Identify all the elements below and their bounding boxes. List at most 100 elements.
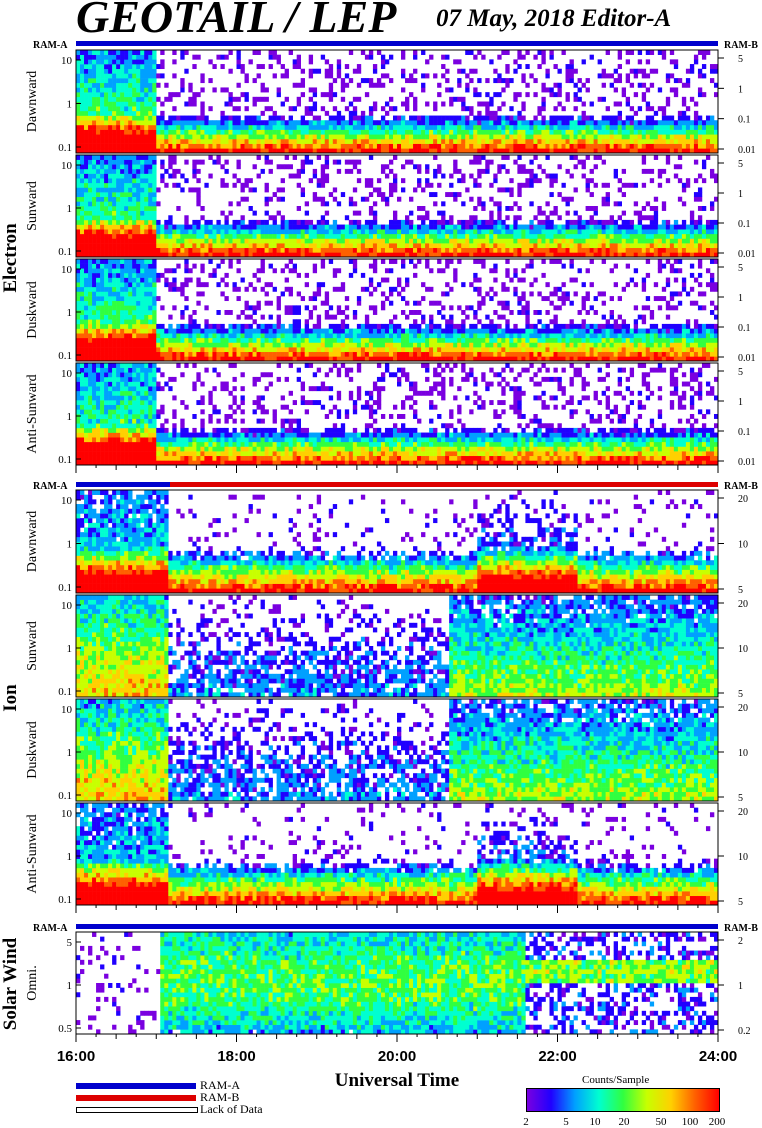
right-tick-label: 20	[738, 599, 748, 610]
group-label: Ion	[0, 684, 21, 712]
left-tick-label: 0.1	[58, 582, 72, 594]
left-tick-label: 0.1	[58, 142, 72, 154]
ram-left-label: RAM-A	[33, 923, 68, 934]
right-tick-label: 0.1	[738, 115, 751, 126]
x-axis-label: Universal Time	[335, 1070, 459, 1091]
left-tick-label: 10	[61, 704, 73, 716]
right-tick-label: 20	[738, 494, 748, 505]
left-tick-label: 0.5	[58, 1023, 72, 1035]
colorbar	[526, 1088, 720, 1112]
spectrogram-panel-ion-dawnward	[75, 489, 719, 594]
x-tick-label: 24:00	[699, 1048, 737, 1065]
colorbar-title: Counts/Sample	[582, 1074, 649, 1086]
ram-status-bar	[76, 924, 718, 929]
left-tick-label: 0.1	[58, 246, 72, 258]
right-tick-label: 1	[738, 397, 743, 408]
right-tick-label: 0.01	[738, 249, 756, 260]
left-tick-label: 1	[67, 411, 73, 423]
right-tick-label: 1	[738, 981, 743, 992]
group-label: Electron	[0, 223, 21, 293]
colorbar-tick: 2	[523, 1116, 529, 1128]
colorbar-tick: 50	[656, 1116, 667, 1128]
left-tick-label: 1	[67, 747, 73, 759]
right-tick-label: 10	[738, 540, 748, 551]
left-tick-label: 1	[67, 643, 73, 655]
ram-right-label: RAM-B	[724, 40, 758, 51]
x-tick-label: 22:00	[538, 1048, 576, 1065]
legend-item-ram-a: RAM-A	[76, 1078, 316, 1093]
spectrogram-panel-ion-anti-sunward	[75, 802, 719, 906]
legend-swatch-ram-b	[76, 1095, 196, 1101]
panel-label: Duskward	[25, 281, 40, 339]
right-tick-label: 0.1	[738, 219, 751, 230]
right-tick-label: 10	[738, 644, 748, 655]
spectrogram-panel-ion-duskward	[75, 698, 719, 802]
right-tick-label: 5	[738, 263, 743, 274]
legend-swatch-ram-a	[76, 1083, 196, 1089]
panel-label: Anti-Sunward	[25, 814, 40, 893]
left-tick-label: 0.1	[58, 894, 72, 906]
right-tick-label: 5	[738, 367, 743, 378]
left-tick-label: 10	[61, 264, 73, 276]
panel-label: Dawnward	[25, 511, 40, 572]
ram-right-label: RAM-B	[724, 481, 758, 492]
right-tick-label: 5	[738, 793, 743, 804]
right-tick-label: 5	[738, 689, 743, 700]
colorbar-tick: 100	[682, 1116, 699, 1128]
legend-label-ram-a: RAM-A	[200, 1078, 240, 1093]
left-tick-label: 1	[67, 307, 73, 319]
right-tick-label: 5	[738, 585, 743, 596]
right-tick-label: 20	[738, 703, 748, 714]
colorbar-tick: 5	[563, 1116, 569, 1128]
left-tick-label: 0.1	[58, 790, 72, 802]
colorbar-tick: 200	[709, 1116, 726, 1128]
right-tick-label: 0.1	[738, 323, 751, 334]
legend-swatch-lack-of-data	[76, 1107, 198, 1113]
right-tick-label: 0.01	[738, 457, 756, 468]
ram-left-label: RAM-A	[33, 40, 68, 51]
panel-label: Duskward	[25, 721, 40, 779]
legend-item-lack-of-data: Lack of Data	[76, 1102, 316, 1117]
colorbar-tick: 10	[590, 1116, 601, 1128]
right-tick-label: 5	[738, 54, 743, 65]
left-tick-label: 1	[67, 539, 73, 551]
chart-title: GEOTAIL / LEP	[76, 0, 396, 43]
panel-label: Omni.	[25, 965, 40, 1000]
ram-right-label: RAM-B	[724, 923, 758, 934]
panel-label: Dawnward	[25, 71, 40, 132]
x-tick-label: 16:00	[57, 1048, 95, 1065]
ram-status-bar	[76, 41, 718, 46]
right-tick-label: 1	[738, 293, 743, 304]
right-tick-label: 0.01	[738, 353, 756, 364]
right-tick-label: 0.01	[738, 145, 756, 156]
right-tick-label: 0.1	[738, 427, 751, 438]
legend-item-ram-b: RAM-B	[76, 1090, 316, 1105]
left-tick-label: 1	[67, 980, 73, 992]
right-tick-label: 1	[738, 189, 743, 200]
legend-label-lack-of-data: Lack of Data	[200, 1102, 263, 1117]
spectrogram-panel-electron-anti-sunward	[75, 362, 719, 466]
right-tick-label: 5	[738, 159, 743, 170]
ram-status-bar-b	[170, 482, 718, 487]
legend-label-ram-b: RAM-B	[200, 1090, 239, 1105]
group-label: Solar Wind	[0, 937, 21, 1030]
spectrogram-panel-electron-duskward	[75, 258, 719, 362]
left-tick-label: 10	[61, 368, 73, 380]
left-tick-label: 0.1	[58, 686, 72, 698]
spectrogram-panel-electron-sunward	[75, 154, 719, 258]
x-tick-label: 20:00	[378, 1048, 416, 1065]
right-tick-label: 5	[738, 897, 743, 908]
left-tick-label: 1	[67, 851, 73, 863]
left-tick-label: 1	[67, 203, 73, 215]
right-tick-label: 0.2	[738, 1026, 751, 1037]
right-tick-label: 2	[738, 936, 743, 947]
right-tick-label: 1	[738, 84, 743, 95]
left-tick-label: 5	[67, 937, 73, 949]
left-tick-label: 0.1	[58, 454, 72, 466]
right-tick-label: 10	[738, 748, 748, 759]
panel-label: Sunward	[25, 181, 40, 231]
left-tick-label: 10	[61, 495, 73, 507]
right-tick-label: 10	[738, 852, 748, 863]
chart-subtitle: 07 May, 2018 Editor-A	[436, 5, 671, 33]
